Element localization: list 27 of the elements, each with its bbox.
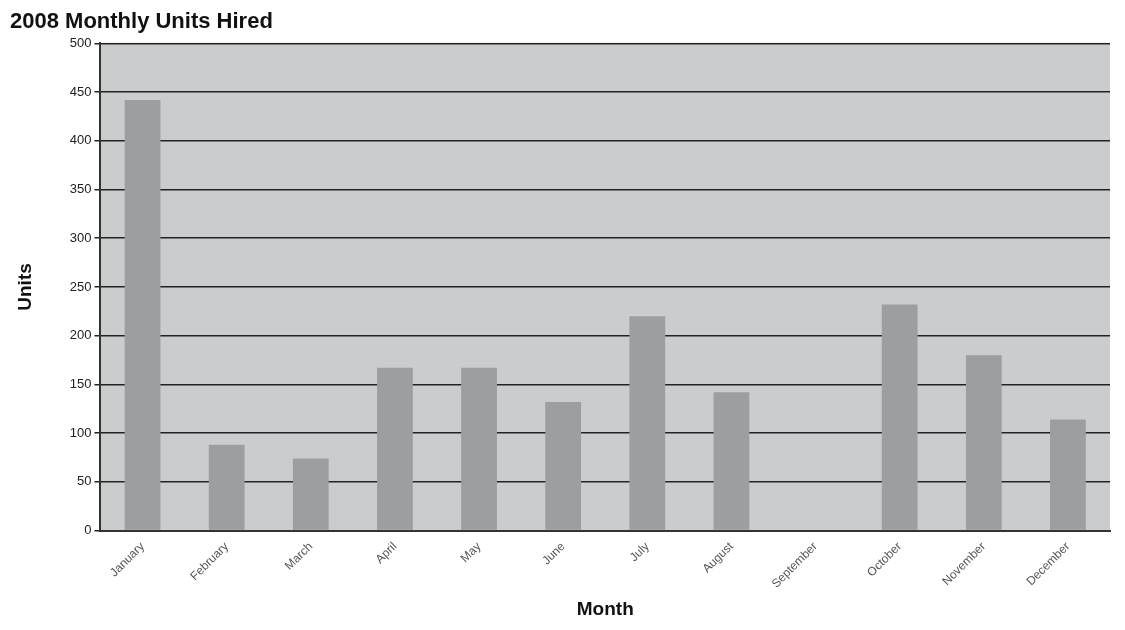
y-tick-label: 400	[69, 132, 92, 148]
y-tick-label: 0	[84, 522, 92, 538]
bar	[1050, 419, 1086, 530]
y-axis-title: Units	[13, 263, 35, 311]
bar	[124, 99, 161, 530]
bar	[377, 367, 413, 530]
y-tick-label: 450	[69, 83, 92, 99]
bar	[545, 401, 582, 530]
y-tick-label: 250	[69, 278, 92, 294]
y-tick-label: 300	[69, 229, 92, 245]
y-tick-label: 100	[69, 424, 92, 440]
bar	[713, 392, 750, 530]
bar	[461, 367, 497, 530]
bar	[292, 458, 329, 530]
y-tick-label: 150	[69, 375, 92, 391]
bar	[881, 304, 918, 530]
bar	[629, 316, 666, 530]
y-tick-label: 350	[69, 181, 92, 197]
y-tick-label: 500	[69, 34, 92, 50]
bar	[208, 444, 245, 530]
x-tick-label: July	[626, 539, 652, 565]
chart-title: 2008 Monthly Units Hired	[10, 8, 273, 34]
x-axis-title: Month	[576, 597, 634, 619]
x-tick-label: May	[457, 539, 484, 566]
y-tick-label: 50	[77, 473, 92, 489]
bar	[965, 355, 1002, 530]
y-tick-label: 200	[69, 327, 92, 343]
